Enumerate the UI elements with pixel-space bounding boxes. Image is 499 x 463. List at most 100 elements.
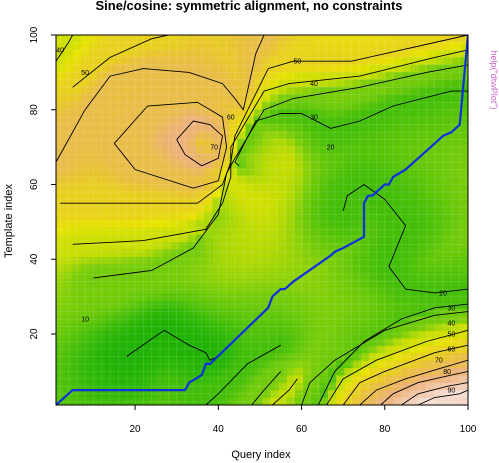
heat-cell [171, 57, 181, 66]
heat-cell [435, 397, 444, 405]
heat-cell [393, 183, 403, 191]
heat-cell [270, 227, 280, 236]
heat-cell [253, 168, 263, 177]
heat-cell [237, 331, 247, 339]
heat-cell [278, 160, 288, 169]
heat-cell [385, 190, 395, 199]
heat-cell [72, 382, 82, 391]
heat-cell [352, 86, 362, 95]
heat-cell [270, 49, 280, 58]
heat-cell [410, 190, 420, 199]
heat-cell [352, 301, 362, 310]
heat-cell [245, 175, 255, 184]
heat-cell [196, 190, 205, 199]
heat-cell [64, 109, 74, 117]
heat-cell [105, 64, 115, 73]
heat-cell [146, 375, 156, 384]
heat-cell [64, 190, 74, 199]
heat-cell [377, 279, 387, 288]
heat-cell [229, 390, 238, 399]
heat-cell [352, 109, 362, 117]
heat-cell [88, 375, 98, 384]
heat-cell [311, 35, 321, 43]
heat-cell [377, 257, 387, 265]
heat-cell [270, 79, 280, 88]
heat-cell [286, 375, 296, 384]
heat-cell [163, 94, 172, 103]
heat-cell [426, 183, 436, 191]
heat-cell [352, 257, 362, 265]
heat-cell [179, 86, 189, 95]
heat-cell [212, 160, 222, 169]
heat-cell [278, 338, 288, 347]
heat-cell [459, 205, 468, 214]
heat-cell [171, 331, 181, 339]
heat-cell [286, 86, 296, 95]
heat-cell [237, 183, 247, 191]
heat-cell [459, 220, 468, 228]
heat-cell [163, 212, 172, 221]
heat-cell [319, 294, 329, 302]
heat-cell [72, 42, 82, 51]
heat-cell [80, 160, 90, 169]
heat-cell [237, 131, 247, 140]
heat-cell [130, 35, 139, 43]
heat-cell [187, 72, 197, 80]
heat-cell [253, 390, 263, 399]
heat-cell [154, 49, 164, 58]
heat-cell [435, 249, 444, 258]
heat-cell [179, 116, 189, 125]
heat-cell [319, 94, 329, 103]
heat-cell [262, 264, 271, 273]
heat-cell [80, 138, 90, 147]
heat-cell [113, 79, 123, 88]
heat-cell [229, 175, 238, 184]
heat-cell [385, 375, 395, 384]
heat-cell [138, 331, 148, 339]
heat-cell [451, 49, 461, 58]
heat-cell [344, 323, 354, 332]
heat-cell [253, 205, 263, 214]
heat-cell [418, 257, 428, 265]
heat-cell [80, 360, 90, 369]
heat-cell [459, 279, 468, 288]
heat-cell [327, 264, 337, 273]
heat-cell [344, 86, 354, 95]
heat-cell [443, 308, 453, 317]
heat-cell [163, 257, 172, 265]
heat-cell [319, 109, 329, 117]
heat-cell [121, 183, 131, 191]
contour-line-80 [401, 382, 468, 405]
heat-cell [352, 308, 362, 317]
heat-cell [385, 397, 395, 405]
heat-cell [443, 101, 453, 110]
heat-cell [369, 153, 378, 162]
heat-cell [237, 227, 247, 236]
heat-cell [138, 286, 148, 295]
heat-cell [220, 279, 230, 288]
heat-cell [72, 175, 82, 184]
heat-cell [344, 183, 354, 191]
heat-cell [311, 72, 321, 80]
heat-cell [410, 101, 420, 110]
heat-cell [360, 101, 370, 110]
heat-cell [369, 271, 378, 280]
heat-cell [319, 316, 329, 325]
heat-cell [163, 264, 172, 273]
heat-cell [286, 308, 296, 317]
heat-cell [311, 286, 321, 295]
heat-cell [278, 242, 288, 251]
heat-cell [410, 183, 420, 191]
heat-cell [294, 42, 304, 51]
heat-cell [171, 42, 181, 51]
heat-cell [80, 123, 90, 132]
heat-cell [171, 257, 181, 265]
heat-cell [393, 64, 403, 73]
heat-cell [204, 301, 214, 310]
heat-cell [286, 331, 296, 339]
heat-cell [80, 72, 90, 80]
heat-cell [270, 197, 280, 206]
heat-cell [344, 49, 354, 58]
heat-cell [72, 123, 82, 132]
heat-cell [88, 42, 98, 51]
